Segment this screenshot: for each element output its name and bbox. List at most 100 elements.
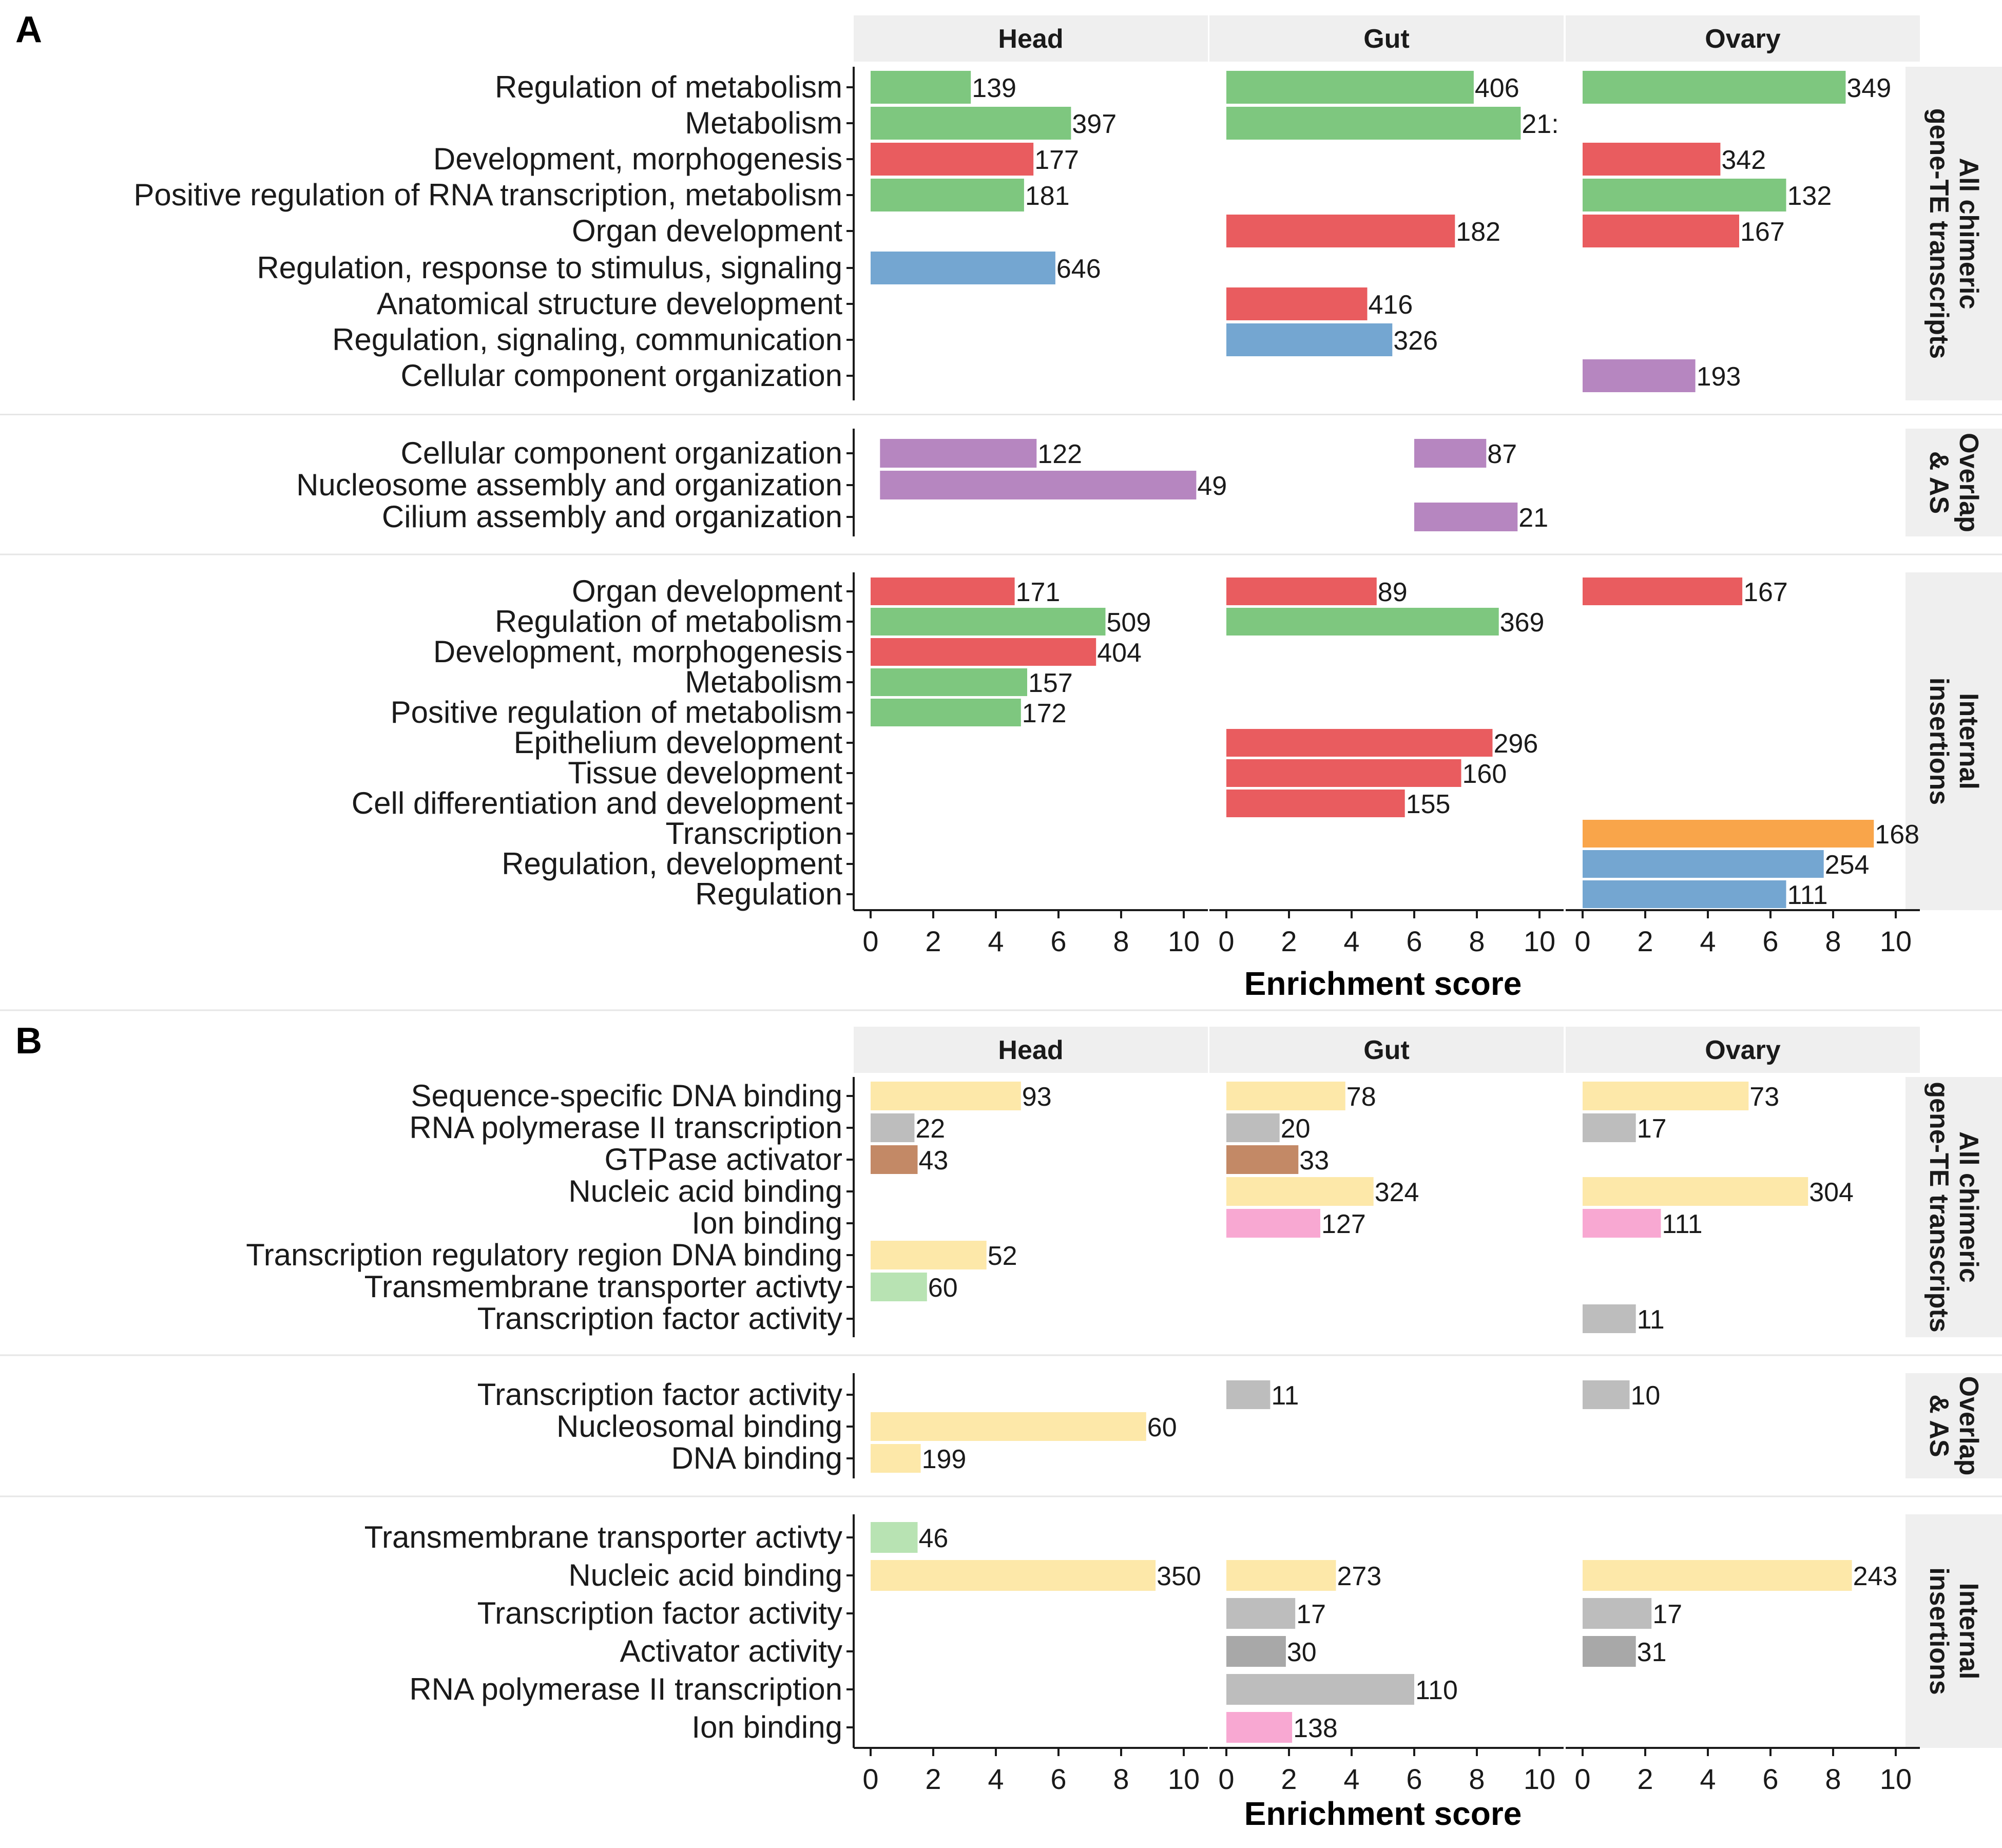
- bar-value-label: 349: [1846, 73, 1891, 103]
- x-tick-label: 2: [925, 1763, 941, 1795]
- bar-ovary-regulation: [1583, 880, 1786, 908]
- category-label: Development, morphogenesis: [433, 634, 842, 669]
- category-label: Nucleic acid binding: [568, 1174, 842, 1208]
- bar-ovary-sequence-specific-dna-binding: [1583, 1082, 1749, 1110]
- category-label: Transcription: [665, 816, 842, 851]
- bar-ovary-transcription: [1583, 820, 1874, 848]
- bar-ovary-nucleic-acid-binding: [1583, 1177, 1808, 1206]
- row-group-internal-insertions: Transmembrane transporter activty Nucleic…: [0, 1495, 2002, 1748]
- x-axis-gut: 0 2 4 6 8 10: [1209, 909, 1564, 957]
- x-tick-label: 0: [1218, 1763, 1234, 1795]
- x-tick-label: 2: [1637, 1763, 1653, 1795]
- x-tick-label: 10: [1524, 925, 1555, 957]
- facet-label-head: Head: [998, 24, 1063, 54]
- facet-strip-head: [854, 15, 1208, 62]
- bar-head-nucleosome-assembly-and-organization: [880, 471, 1197, 499]
- x-tick-label: 8: [1113, 1763, 1129, 1795]
- group-strip: [1905, 1514, 2002, 1748]
- bar-value-label: 111: [1662, 1209, 1703, 1239]
- category-label: Regulation of metabolism: [495, 604, 842, 639]
- group-strip: [1905, 429, 2002, 536]
- panel-b: B Head Gut Ovary Sequence-specific DNA bindi…: [0, 1021, 2002, 1832]
- facet-strip-ovary: [1566, 15, 1920, 62]
- category-label: Organ development: [572, 214, 842, 248]
- row-group-overlap-as: Transcription factor activityNucleosomal…: [0, 1354, 2002, 1478]
- category-label: Cellular component organization: [400, 358, 842, 393]
- bar-value-label: 110: [1415, 1676, 1458, 1705]
- bar-value-label: 243: [1853, 1562, 1898, 1591]
- bar-value-label: 73: [1749, 1082, 1779, 1112]
- row-group-all-chimeric-gene-te-transcripts: Regulation of metabolismMetabolismDevelo…: [133, 67, 2002, 400]
- x-tick-label: 6: [1406, 1763, 1422, 1795]
- group-strip-label-line: All chimeric: [1954, 1131, 1984, 1283]
- x-axis-ovary: 0 2 4 6 8 10: [1566, 909, 1920, 957]
- bar-head-metabolism: [871, 668, 1027, 696]
- bar-value-label: 52: [988, 1241, 1017, 1271]
- bar-value-label: 22: [915, 1114, 945, 1144]
- category-label: Tissue development: [568, 756, 842, 790]
- bar-gut-nucleic-acid-binding: [1226, 1560, 1336, 1591]
- group-strip-label-line: & AS: [1924, 451, 1954, 514]
- category-label: Metabolism: [685, 665, 842, 699]
- group-strip-label-line: Overlap: [1954, 1376, 1984, 1476]
- bar-value-label: 60: [928, 1273, 958, 1303]
- x-tick-label: 8: [1113, 925, 1129, 957]
- bar-value-label: 509: [1107, 608, 1151, 638]
- bar-value-label: 33: [1299, 1146, 1329, 1176]
- x-tick-label: 0: [1574, 925, 1590, 957]
- group-strip: [1905, 1373, 2002, 1478]
- x-tick-label: 6: [1762, 925, 1778, 957]
- bar-head-nucleosomal-binding: [871, 1412, 1146, 1441]
- bar-value-label: 177: [1034, 145, 1079, 175]
- group-strip-label-line: Internal: [1954, 693, 1984, 790]
- bar-value-label: 20: [1281, 1114, 1311, 1144]
- category-label: Organ development: [572, 574, 842, 608]
- category-label: Regulation of metabolism: [495, 70, 842, 104]
- bar-gut-regulation-signaling-communication: [1226, 323, 1393, 356]
- bar-value-label: 181: [1025, 181, 1070, 211]
- row-group-overlap-as: Cellular component organizationNucleosom…: [0, 414, 2002, 536]
- bar-ovary-transcription-factor-activity: [1583, 1380, 1630, 1409]
- group-strip-label-line: All chimeric: [1954, 158, 1984, 310]
- bar-gut-cilium-assembly-and-organization: [1414, 503, 1518, 531]
- bar-gut-regulation-of-metabolism: [1226, 608, 1499, 636]
- bar-value-label: 296: [1494, 729, 1538, 759]
- bar-value-label: 273: [1337, 1562, 1382, 1591]
- bar-gut-regulation-of-metabolism: [1226, 71, 1474, 104]
- category-label: Anatomical structure development: [377, 286, 842, 321]
- bar-gut-ion-binding: [1226, 1209, 1320, 1238]
- bar-value-label: 127: [1321, 1209, 1366, 1239]
- bar-value-label: 11: [1637, 1305, 1665, 1335]
- bar-gut-anatomical-structure-development: [1226, 287, 1368, 320]
- category-label: Activator activity: [620, 1634, 842, 1668]
- bar-value-label: 167: [1740, 217, 1785, 247]
- group-strip-label: Overlap& AS: [1924, 433, 1984, 532]
- category-label: Transcription factor activity: [477, 1377, 842, 1412]
- group-strip-label-line: insertions: [1924, 678, 1954, 805]
- category-label: Nucleosomal binding: [556, 1409, 842, 1443]
- x-tick-label: 8: [1825, 1763, 1841, 1795]
- bar-gut-transcription-factor-activity: [1226, 1380, 1270, 1409]
- bar-head-regulation-response-to-stimulus-signaling: [871, 252, 1055, 284]
- bar-value-label: 406: [1475, 73, 1519, 103]
- x-tick-label: 6: [1050, 925, 1066, 957]
- group-strip-label: Internalinsertions: [1924, 678, 1984, 805]
- bar-head-dna-binding: [871, 1444, 921, 1473]
- x-tick-label: 8: [1825, 925, 1841, 957]
- bar-gut-metabolism: [1226, 107, 1521, 140]
- x-tick-label: 4: [1700, 1763, 1716, 1795]
- bar-head-cellular-component-organization: [880, 439, 1037, 468]
- bar-value-label: 171: [1016, 578, 1061, 607]
- group-strip-label-line: & AS: [1924, 1394, 1954, 1457]
- bar-gut-transcription-factor-activity: [1226, 1598, 1296, 1629]
- x-tick-label: 6: [1050, 1763, 1066, 1795]
- x-tick-label: 10: [1524, 1763, 1555, 1795]
- bar-head-transmembrane-transporter-activty: [871, 1273, 927, 1301]
- x-axis-title: Enrichment score: [1244, 965, 1522, 1002]
- category-label: Epithelium development: [514, 725, 843, 760]
- bar-ovary-cellular-component-organization: [1583, 359, 1696, 392]
- group-strip-label: Internalinsertions: [1924, 1567, 1984, 1695]
- bar-gut-rna-polymerase-ii-transcription: [1226, 1113, 1280, 1142]
